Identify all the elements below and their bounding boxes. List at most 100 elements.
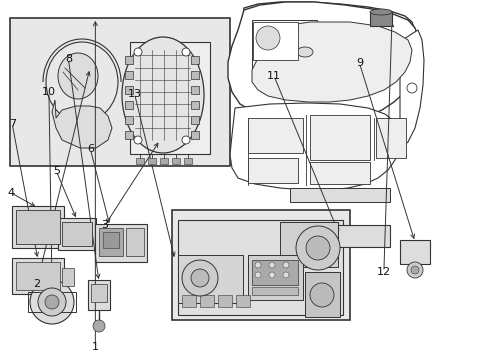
Circle shape [406, 262, 422, 278]
Bar [172, 210, 349, 320]
Circle shape [295, 226, 339, 270]
Bar [172, 158, 180, 164]
Bar [62, 222, 92, 246]
Bar [236, 295, 249, 307]
Polygon shape [227, 2, 419, 123]
Polygon shape [238, 2, 414, 100]
Bar [191, 131, 199, 139]
Bar [191, 71, 199, 79]
Circle shape [410, 266, 418, 274]
Ellipse shape [296, 47, 312, 57]
Bar [182, 295, 196, 307]
Bar [375, 118, 405, 158]
Bar [125, 86, 133, 94]
Bar [247, 158, 297, 183]
Bar [191, 86, 199, 94]
Circle shape [93, 320, 105, 332]
Text: 8: 8 [65, 54, 72, 64]
Bar [28, 292, 76, 312]
Circle shape [309, 283, 333, 307]
Text: 7: 7 [9, 119, 16, 129]
Bar [148, 158, 156, 164]
Circle shape [182, 136, 190, 144]
Bar [191, 116, 199, 124]
Bar [251, 20, 316, 75]
Bar [309, 115, 369, 160]
Polygon shape [229, 103, 399, 190]
Bar [16, 210, 60, 244]
Bar [136, 158, 143, 164]
Bar [305, 272, 339, 317]
Bar [252, 22, 297, 60]
Bar [178, 255, 243, 303]
Circle shape [283, 262, 288, 268]
Bar [103, 232, 119, 248]
Bar [12, 258, 64, 294]
Circle shape [30, 280, 74, 324]
Bar [88, 280, 110, 310]
Text: 5: 5 [53, 166, 60, 176]
Polygon shape [251, 22, 411, 102]
Bar [91, 284, 107, 302]
Circle shape [283, 272, 288, 278]
Ellipse shape [369, 9, 391, 15]
Bar [309, 162, 369, 184]
Circle shape [253, 24, 289, 60]
Text: 10: 10 [42, 87, 56, 97]
Bar [160, 158, 168, 164]
Bar [251, 287, 297, 295]
Bar [289, 188, 389, 202]
Text: 1: 1 [92, 342, 99, 352]
Circle shape [268, 272, 274, 278]
Bar [130, 42, 209, 154]
Bar [247, 255, 303, 300]
Circle shape [134, 136, 142, 144]
Ellipse shape [122, 37, 203, 153]
Bar [280, 222, 337, 267]
Bar [125, 131, 133, 139]
Bar [251, 260, 297, 285]
Bar [369, 12, 391, 26]
Bar [95, 224, 147, 262]
Bar [183, 158, 192, 164]
Bar [125, 101, 133, 109]
Circle shape [45, 295, 59, 309]
Circle shape [406, 83, 416, 93]
Bar [126, 228, 143, 256]
Text: 2: 2 [33, 279, 40, 289]
Text: 9: 9 [355, 58, 362, 68]
Bar [58, 218, 96, 250]
Bar [218, 295, 231, 307]
Circle shape [182, 48, 190, 56]
Bar [125, 71, 133, 79]
Circle shape [256, 26, 280, 50]
Text: 3: 3 [102, 220, 108, 230]
Bar [399, 240, 429, 264]
Text: 11: 11 [266, 71, 280, 81]
Bar [125, 116, 133, 124]
Bar [294, 225, 389, 247]
Ellipse shape [58, 53, 98, 99]
Bar [178, 220, 342, 315]
Circle shape [134, 48, 142, 56]
Circle shape [182, 260, 218, 296]
Text: 13: 13 [127, 89, 141, 99]
Circle shape [38, 288, 66, 316]
Circle shape [254, 262, 261, 268]
Text: 6: 6 [87, 144, 94, 154]
Bar [16, 262, 60, 290]
Bar [247, 118, 303, 153]
Bar [62, 268, 74, 286]
Bar [10, 18, 229, 166]
Polygon shape [399, 30, 423, 148]
Circle shape [305, 236, 329, 260]
Text: 12: 12 [376, 267, 390, 277]
Bar [191, 56, 199, 64]
Bar [125, 56, 133, 64]
Bar [99, 228, 123, 256]
Bar [200, 295, 214, 307]
Circle shape [191, 269, 208, 287]
Text: 4: 4 [7, 188, 14, 198]
Bar [12, 206, 64, 248]
Circle shape [254, 272, 261, 278]
